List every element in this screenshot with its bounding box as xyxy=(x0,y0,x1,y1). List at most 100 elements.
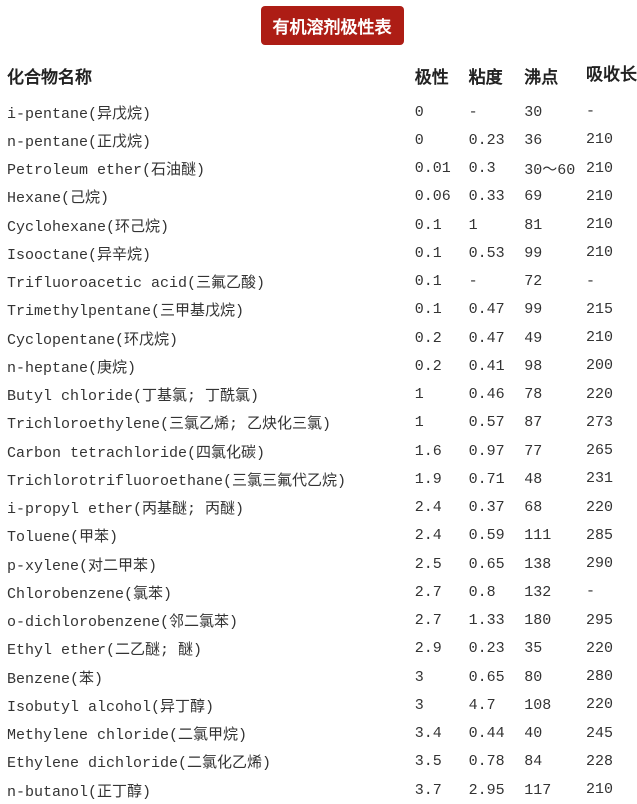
cell-viscosity: 0.33 xyxy=(468,188,505,206)
cell-name: Isobutyl alcohol(异丁醇) xyxy=(7,698,215,716)
cell-polarity: 1 xyxy=(414,386,424,404)
cell-polarity: 2.7 xyxy=(414,612,442,630)
header-boiling-point: 沸点 xyxy=(524,67,559,88)
header-polarity: 极性 xyxy=(414,67,449,88)
cell-boiling-point: 81 xyxy=(524,216,543,234)
table-row: Hexane(己烷) 0.06 0.33 69 210 xyxy=(0,183,637,211)
cell-viscosity: 0.57 xyxy=(468,414,505,432)
cell-viscosity: 0.97 xyxy=(468,442,505,460)
cell-uv-cutoff: 210 xyxy=(585,244,613,262)
cell-boiling-point: 132 xyxy=(524,583,552,601)
table-row: Chlorobenzene(氯苯) 2.7 0.8 132 - xyxy=(0,578,637,606)
cell-boiling-point: 30～60 xyxy=(524,162,576,180)
cell-boiling-point: 68 xyxy=(524,499,543,517)
cell-viscosity: 4.7 xyxy=(468,696,496,714)
cell-boiling-point: 80 xyxy=(524,668,543,686)
cell-polarity: 3.5 xyxy=(414,753,442,771)
cell-boiling-point: 30 xyxy=(524,103,543,121)
cell-polarity: 0.2 xyxy=(414,357,442,375)
cell-polarity: 0.06 xyxy=(414,188,451,206)
table-row: n-pentane(正戊烷) 0 0.23 36 210 xyxy=(0,126,637,154)
cell-name: p-xylene(对二甲苯) xyxy=(7,557,158,575)
cell-viscosity: 0.23 xyxy=(468,131,505,149)
cell-boiling-point: 36 xyxy=(524,131,543,149)
cell-name: o-dichlorobenzene(邻二氯苯) xyxy=(7,614,239,632)
cell-polarity: 2.4 xyxy=(414,527,442,545)
cell-boiling-point: 108 xyxy=(524,696,552,714)
cell-name: Trimethylpentane(三甲基戊烷) xyxy=(7,303,245,321)
cell-uv-cutoff: 220 xyxy=(585,639,613,657)
cell-boiling-point: 87 xyxy=(524,414,543,432)
cell-polarity: 0.1 xyxy=(414,244,442,262)
table-row: Isooctane(异辛烷) 0.1 0.53 99 210 xyxy=(0,239,637,267)
cell-uv-cutoff: 228 xyxy=(585,752,613,770)
table-row: p-xylene(对二甲苯) 2.5 0.65 138 290 xyxy=(0,550,637,578)
table-row: Methylene chloride(二氯甲烷) 3.4 0.44 40 245 xyxy=(0,720,637,748)
table-row: i-pentane(异戊烷) 0 - 30 - xyxy=(0,98,637,126)
cell-uv-cutoff: 220 xyxy=(585,498,613,516)
cell-viscosity: 0.65 xyxy=(468,555,505,573)
cell-polarity: 0.1 xyxy=(414,216,442,234)
cell-uv-cutoff: 210 xyxy=(585,781,613,799)
table-row: Ethylene dichloride(二氯化乙烯) 3.5 0.78 84 228 xyxy=(0,748,637,776)
table-row: o-dichlorobenzene(邻二氯苯) 2.7 1.33 180 295 xyxy=(0,607,637,635)
table-row: Trimethylpentane(三甲基戊烷) 0.1 0.47 99 215 xyxy=(0,296,637,324)
cell-name: Ethylene dichloride(二氯化乙烯) xyxy=(7,755,272,773)
cell-polarity: 3 xyxy=(414,696,424,714)
cell-boiling-point: 78 xyxy=(524,386,543,404)
cell-viscosity: 0.8 xyxy=(468,583,496,601)
cell-name: n-heptane(庚烷) xyxy=(7,359,137,377)
cell-name: Ethyl ether(二乙醚; 醚) xyxy=(7,642,203,660)
cell-boiling-point: 40 xyxy=(524,725,543,743)
cell-polarity: 3.7 xyxy=(414,781,442,799)
cell-polarity: 0.1 xyxy=(414,273,442,291)
cell-boiling-point: 180 xyxy=(524,612,552,630)
cell-boiling-point: 98 xyxy=(524,357,543,375)
cell-uv-cutoff: 220 xyxy=(585,385,613,403)
cell-name: Trichloroethylene(三氯乙烯; 乙炔化三氯) xyxy=(7,416,332,434)
table-row: Carbon tetrachloride(四氯化碳) 1.6 0.97 77 265 xyxy=(0,437,637,465)
cell-uv-cutoff: 273 xyxy=(585,413,613,431)
cell-viscosity: 2.95 xyxy=(468,781,505,799)
table-row: Ethyl ether(二乙醚; 醚) 2.9 0.23 35 220 xyxy=(0,635,637,663)
header-name: 化合物名称 xyxy=(7,67,92,88)
header-viscosity: 粘度 xyxy=(468,67,503,88)
cell-name: i-pentane(异戊烷) xyxy=(7,105,152,123)
table-row: Petroleum ether(石油醚) 0.01 0.3 30～60 210 xyxy=(0,155,637,183)
table-row: Toluene(甲苯) 2.4 0.59 111 285 xyxy=(0,522,637,550)
cell-boiling-point: 117 xyxy=(524,781,552,799)
cell-uv-cutoff: - xyxy=(585,583,595,601)
cell-viscosity: 0.44 xyxy=(468,725,505,743)
cell-uv-cutoff: 245 xyxy=(585,724,613,742)
cell-polarity: 0.01 xyxy=(414,160,451,178)
cell-polarity: 3 xyxy=(414,668,424,686)
table-row: i-propyl ether(丙基醚; 丙醚) 2.4 0.37 68 220 xyxy=(0,494,637,522)
cell-viscosity: 0.37 xyxy=(468,499,505,517)
cell-name: Trichlorotrifluoroethane(三氯三氟代乙烷) xyxy=(7,472,347,490)
cell-viscosity: 1 xyxy=(468,216,478,234)
cell-name: Trifluoroacetic acid(三氟乙酸) xyxy=(7,275,266,293)
cell-viscosity: 0.71 xyxy=(468,470,505,488)
cell-uv-cutoff: 210 xyxy=(585,159,613,177)
cell-name: Toluene(甲苯) xyxy=(7,529,119,547)
cell-uv-cutoff: 295 xyxy=(585,611,613,629)
cell-name: Isooctane(异辛烷) xyxy=(7,246,152,264)
cell-polarity: 2.5 xyxy=(414,555,442,573)
cell-viscosity: 0.65 xyxy=(468,668,505,686)
table-row: Benzene(苯) 3 0.65 80 280 xyxy=(0,663,637,691)
cell-viscosity: 0.41 xyxy=(468,357,505,375)
cell-viscosity: 1.33 xyxy=(468,612,505,630)
cell-boiling-point: 111 xyxy=(524,527,552,545)
cell-boiling-point: 138 xyxy=(524,555,552,573)
table-row: Trichloroethylene(三氯乙烯; 乙炔化三氯) 1 0.57 87 273 xyxy=(0,409,637,437)
cell-uv-cutoff: - xyxy=(585,103,595,121)
cell-name: n-butanol(正丁醇) xyxy=(7,783,152,801)
cell-boiling-point: 84 xyxy=(524,753,543,771)
cell-name: Carbon tetrachloride(四氯化碳) xyxy=(7,444,266,462)
cell-viscosity: 0.3 xyxy=(468,160,496,178)
cell-name: Hexane(己烷) xyxy=(7,190,110,208)
cell-uv-cutoff: 210 xyxy=(585,131,613,149)
cell-boiling-point: 49 xyxy=(524,329,543,347)
cell-name: i-propyl ether(丙基醚; 丙醚) xyxy=(7,501,245,519)
table-row: Cyclohexane(环己烷) 0.1 1 81 210 xyxy=(0,211,637,239)
